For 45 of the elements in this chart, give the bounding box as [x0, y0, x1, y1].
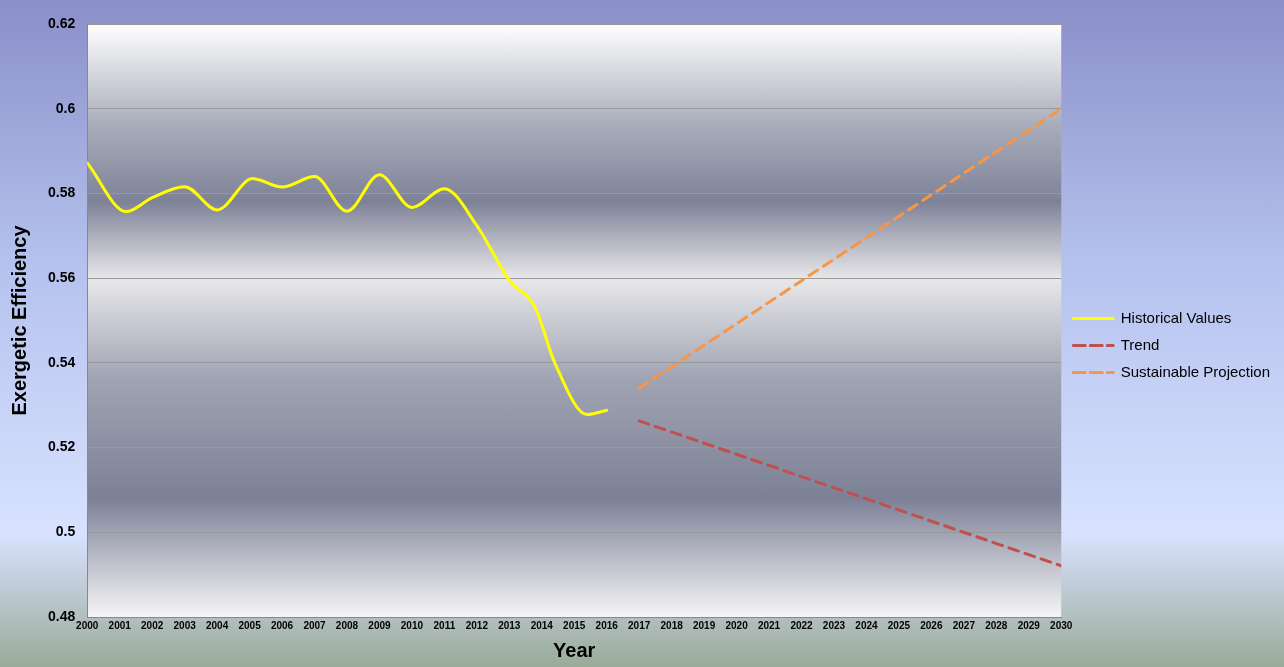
legend-label: Sustainable Projection — [1120, 362, 1271, 380]
x-tick-label: 2006 — [270, 619, 294, 631]
legend-label: Historical Values — [1120, 308, 1232, 326]
x-tick-label: 2012 — [465, 619, 489, 631]
y-tick-label: 0.56 — [48, 269, 76, 285]
x-tick-label: 2000 — [76, 619, 99, 631]
x-axis-title: Year — [553, 638, 596, 661]
x-tick-label: 2029 — [1017, 619, 1041, 631]
x-tick-label: 2025 — [887, 619, 911, 631]
x-tick-label: 2019 — [692, 619, 716, 631]
x-tick-label: 2018 — [660, 619, 684, 631]
y-tick-label: 0.5 — [55, 523, 76, 540]
x-tick-label: 2028 — [985, 619, 1008, 631]
x-tick-label: 2023 — [822, 619, 846, 631]
y-tick-label: 0.48 — [48, 607, 76, 624]
line-series — [87, 161, 609, 417]
x-tick-label: 2007 — [303, 619, 327, 631]
x-tick-label: 2005 — [238, 619, 262, 631]
x-tick-label: 2024 — [855, 619, 878, 631]
y-tick-label: 0.62 — [48, 14, 76, 31]
x-tick-label: 2027 — [952, 619, 976, 631]
x-tick-label: 2011 — [433, 619, 456, 631]
x-tick-label: 2022 — [790, 619, 814, 631]
x-tick-label: 2014 — [530, 619, 554, 631]
x-tick-label: 2001 — [108, 619, 132, 631]
y-tick-label: 0.54 — [48, 353, 76, 370]
x-tick-label: 2015 — [563, 619, 586, 631]
x-tick-label: 2004 — [205, 619, 229, 631]
x-tick-label: 2026 — [920, 619, 943, 631]
x-tick-label: 2003 — [173, 619, 197, 631]
legend-label: Trend — [1120, 335, 1160, 353]
x-tick-label: 2008 — [335, 619, 359, 631]
y-tick-label: 0.52 — [48, 438, 76, 455]
x-tick-label: 2009 — [368, 619, 392, 631]
x-tick-label: 2017 — [628, 619, 651, 631]
x-tick-label: 2021 — [757, 619, 781, 631]
y-tick-label: 0.58 — [48, 184, 76, 201]
x-tick-label: 2013 — [498, 619, 521, 631]
x-tick-label: 2016 — [595, 619, 619, 631]
x-tick-label: 2020 — [725, 619, 749, 631]
y-tick-label: 0.6 — [55, 99, 76, 116]
x-tick-label: 2030 — [1050, 619, 1073, 631]
y-axis-title: Exergetic Efficiency — [7, 224, 30, 416]
x-tick-label: 2002 — [141, 619, 164, 631]
x-tick-label: 2010 — [400, 619, 424, 631]
